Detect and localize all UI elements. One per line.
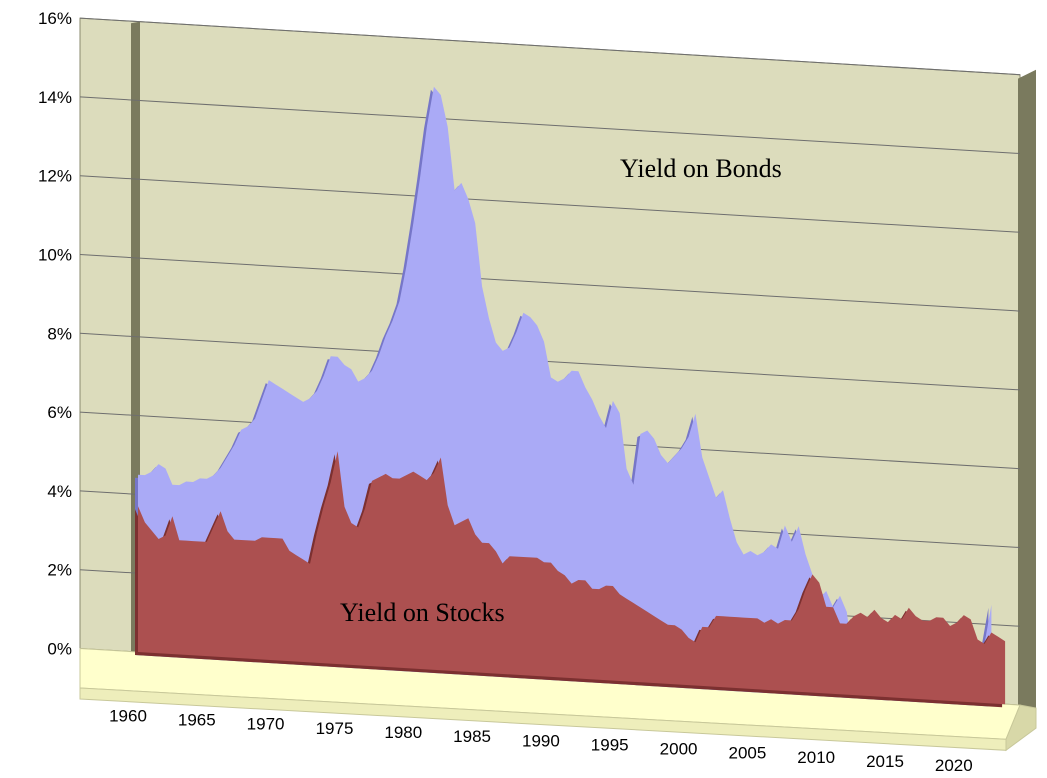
y-axis: 0% 2% 4% 6% 8% 10% 12% 14% 16% [38,9,72,658]
x-tick-label: 1970 [247,715,285,734]
x-tick-label: 2015 [866,752,904,771]
x-tick-label: 1985 [453,727,491,746]
x-tick-label: 2005 [728,744,766,763]
y-tick-label: 10% [38,246,72,265]
y-tick-label: 8% [47,324,72,343]
gridline [79,17,1021,76]
x-tick-label: 2020 [935,756,973,775]
right-wall [1018,69,1036,713]
stocks-annotation: Yield on Stocks [340,598,505,627]
y-tick-label: 2% [47,561,72,580]
gridline [79,96,1021,154]
floor-right [1005,704,1037,752]
y-tick-label: 14% [38,88,72,107]
x-tick-label: 1965 [178,711,216,730]
x-tick-label: 1990 [522,731,560,750]
x-tick-label: 2010 [797,748,835,767]
gridline [79,175,1021,233]
x-axis: 1960 1965 1970 1975 1980 1985 1990 1995 2000 2005… [109,706,973,775]
series-stocks [135,451,1006,708]
y-tick-label: 6% [47,403,72,422]
stocks-area [138,451,1006,705]
y-tick-label: 12% [38,167,72,186]
x-tick-label: 2000 [660,740,698,759]
x-tick-label: 1995 [591,735,629,754]
gridline [79,254,1021,312]
y-tick-label: 4% [47,482,72,501]
x-tick-label: 1980 [384,723,422,742]
x-tick-label: 1960 [109,706,147,725]
bonds-annotation: Yield on Bonds [620,154,782,183]
y-tick-label: 16% [38,9,72,28]
y-tick-label: 0% [47,640,72,659]
x-tick-label: 1975 [316,719,354,738]
gridline [79,332,1021,391]
